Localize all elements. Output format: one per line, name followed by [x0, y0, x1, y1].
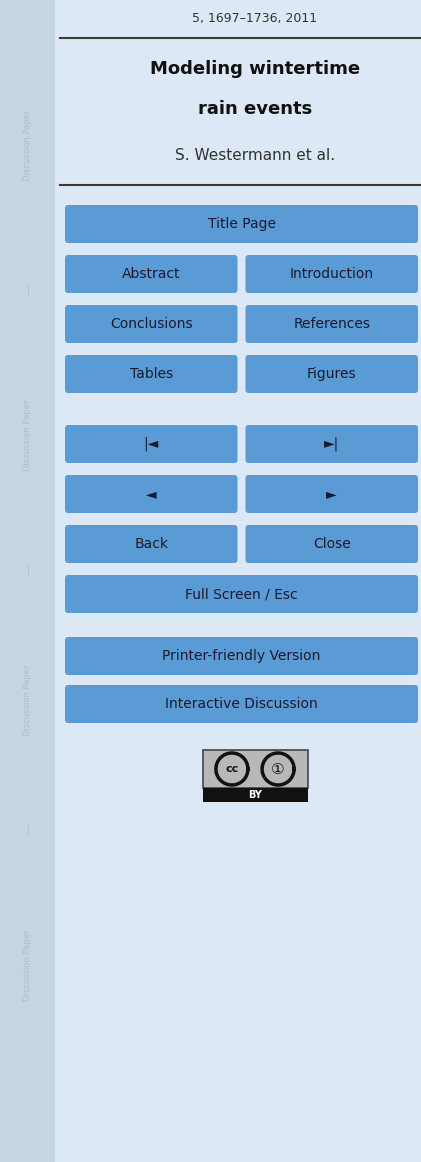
Text: ◄: ◄ — [146, 487, 157, 501]
Text: |: | — [27, 565, 29, 575]
Text: rain events: rain events — [198, 100, 312, 119]
FancyBboxPatch shape — [65, 575, 418, 614]
Text: Printer-friendly Version: Printer-friendly Version — [163, 650, 321, 664]
Text: |: | — [27, 285, 29, 295]
Text: |◄: |◄ — [144, 437, 159, 451]
Text: 5, 1697–1736, 2011: 5, 1697–1736, 2011 — [192, 12, 317, 26]
Text: Discussion Paper: Discussion Paper — [24, 665, 32, 736]
Text: Tables: Tables — [130, 367, 173, 381]
Text: Abstract: Abstract — [122, 267, 181, 281]
Text: Conclusions: Conclusions — [110, 317, 192, 331]
Text: Interactive Discussion: Interactive Discussion — [165, 697, 318, 711]
Text: ①: ① — [271, 761, 285, 776]
Text: S. Westermann et al.: S. Westermann et al. — [175, 148, 335, 163]
FancyBboxPatch shape — [245, 356, 418, 393]
FancyBboxPatch shape — [245, 254, 418, 293]
Bar — [203, 788, 307, 802]
Circle shape — [268, 759, 288, 779]
FancyBboxPatch shape — [245, 304, 418, 343]
Text: Full Screen / Esc: Full Screen / Esc — [185, 587, 298, 601]
Text: BY: BY — [248, 790, 262, 799]
FancyBboxPatch shape — [65, 205, 418, 243]
Text: Discussion Paper: Discussion Paper — [24, 109, 32, 181]
FancyBboxPatch shape — [65, 356, 237, 393]
Text: Back: Back — [134, 537, 168, 551]
Text: Introduction: Introduction — [290, 267, 374, 281]
Text: References: References — [293, 317, 370, 331]
FancyBboxPatch shape — [65, 637, 418, 675]
Text: |: | — [27, 825, 29, 835]
FancyBboxPatch shape — [65, 254, 237, 293]
FancyBboxPatch shape — [65, 686, 418, 723]
Text: ►: ► — [326, 487, 337, 501]
Text: Discussion Paper: Discussion Paper — [24, 400, 32, 471]
Text: Discussion Paper: Discussion Paper — [24, 930, 32, 1000]
FancyBboxPatch shape — [245, 425, 418, 462]
Text: Figures: Figures — [307, 367, 357, 381]
FancyBboxPatch shape — [65, 475, 237, 512]
Text: Close: Close — [313, 537, 351, 551]
Bar — [203, 749, 307, 788]
Text: ►|: ►| — [324, 437, 339, 451]
FancyBboxPatch shape — [245, 475, 418, 512]
Circle shape — [222, 759, 242, 779]
Bar — [0, 0, 55, 1162]
Text: Modeling wintertime: Modeling wintertime — [150, 60, 360, 78]
Text: cc: cc — [225, 763, 239, 774]
FancyBboxPatch shape — [65, 304, 237, 343]
Text: Title Page: Title Page — [208, 217, 275, 231]
FancyBboxPatch shape — [245, 525, 418, 564]
FancyBboxPatch shape — [65, 425, 237, 462]
FancyBboxPatch shape — [65, 525, 237, 564]
